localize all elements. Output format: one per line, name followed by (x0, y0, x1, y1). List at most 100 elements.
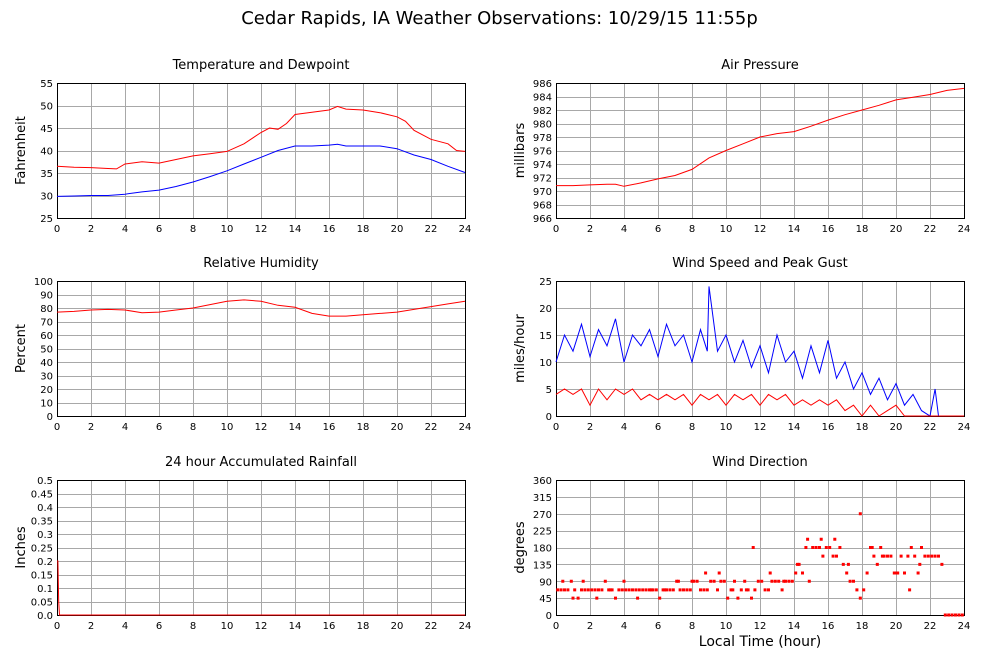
x-axis-label: Local Time (hour) (698, 634, 822, 650)
data-point (750, 596, 753, 600)
data-point (717, 571, 721, 575)
x-tick-label: 4 (122, 224, 128, 235)
data-point (637, 588, 641, 592)
data-point (770, 579, 774, 583)
y-tick-label: 0.05 (31, 598, 53, 609)
data-point (807, 579, 811, 583)
x-tick-label: 6 (655, 224, 661, 235)
x-tick-label: 8 (689, 224, 695, 235)
plot-border (57, 281, 466, 417)
data-point (620, 588, 624, 592)
data-point (913, 554, 917, 558)
x-tick-label: 20 (890, 621, 903, 632)
data-point (906, 554, 910, 558)
x-tick-label: 14 (788, 422, 801, 433)
x-tick-label: 18 (856, 621, 869, 632)
data-point (862, 588, 866, 592)
y-tick-label: 55 (40, 79, 53, 90)
data-point (801, 571, 804, 575)
data-point (780, 588, 784, 592)
data-point (722, 579, 726, 583)
y-tick-label: 270 (533, 510, 552, 521)
data-point (736, 596, 740, 600)
y-tick-label: 100 (34, 277, 53, 288)
data-point (685, 588, 689, 592)
data-point (608, 588, 612, 592)
data-point (753, 588, 757, 592)
x-tick-label: 14 (788, 224, 801, 235)
data-point (870, 546, 874, 549)
data-point (661, 588, 665, 592)
data-point (767, 588, 770, 592)
y-tick-label: 20 (40, 385, 53, 396)
y-tick-label: 0 (47, 412, 53, 423)
x-tick-label: 8 (190, 621, 196, 632)
series-line-1 (56, 105, 466, 170)
y-tick-label: 25 (539, 277, 552, 288)
x-tick-label: 0 (54, 224, 60, 235)
data-point (763, 588, 767, 592)
x-tick-label: 12 (255, 422, 268, 433)
x-tick-label: 10 (221, 224, 234, 235)
y-tick-label: 984 (533, 93, 552, 104)
y-tick-label: 5 (546, 385, 552, 396)
data-point (746, 588, 750, 592)
data-point (855, 588, 859, 592)
y-tick-label: 135 (533, 560, 552, 571)
x-tick-label: 8 (689, 621, 695, 632)
y-tick-label: 20 (539, 304, 552, 315)
data-point (634, 588, 638, 592)
x-tick-label: 24 (958, 224, 971, 235)
data-point (668, 588, 672, 592)
x-tick-label: 0 (54, 621, 60, 632)
data-point (947, 613, 951, 617)
data-point (654, 588, 658, 592)
x-tick-label: 22 (924, 422, 937, 433)
data-point (892, 571, 896, 575)
data-point (795, 562, 799, 566)
data-point (597, 588, 600, 592)
data-point (566, 588, 570, 592)
data-point (729, 588, 733, 592)
y-tick-label: 0 (546, 412, 552, 423)
data-point (665, 588, 668, 592)
data-point (627, 588, 631, 592)
x-tick-label: 6 (156, 224, 162, 235)
y-axis-label: Fahrenheit (14, 116, 29, 185)
x-tick-label: 22 (425, 224, 438, 235)
data-point (782, 579, 786, 583)
data-point (709, 579, 713, 583)
series-line-2 (555, 388, 964, 417)
y-tick-label: 90 (539, 577, 552, 588)
x-tick-label: 16 (822, 621, 835, 632)
x-tick-label: 18 (357, 422, 370, 433)
data-point (960, 613, 964, 617)
data-point (846, 562, 850, 566)
x-tick-label: 24 (459, 422, 472, 433)
x-tick-label: 16 (323, 621, 336, 632)
data-point (702, 588, 706, 592)
plot-border (556, 83, 965, 219)
data-point (806, 537, 810, 541)
series-line-1 (57, 560, 465, 616)
data-point (649, 588, 653, 592)
data-point (918, 562, 922, 566)
y-tick-label: 0.1 (37, 584, 53, 595)
data-point (676, 579, 680, 583)
data-point (804, 546, 808, 549)
y-axis-label: Inches (14, 526, 29, 568)
data-point (848, 579, 852, 583)
y-tick-label: 80 (40, 304, 53, 315)
data-point (896, 571, 900, 575)
x-tick-label: 0 (553, 224, 559, 235)
data-point (937, 554, 940, 558)
data-point (926, 554, 930, 558)
data-point (821, 554, 825, 558)
data-point (569, 579, 573, 583)
y-tick-label: 0.15 (31, 571, 53, 582)
data-point (622, 579, 626, 583)
data-point (699, 588, 702, 592)
y-tick-label: 974 (533, 160, 552, 171)
x-tick-label: 6 (655, 621, 661, 632)
series-line-2 (56, 143, 466, 197)
